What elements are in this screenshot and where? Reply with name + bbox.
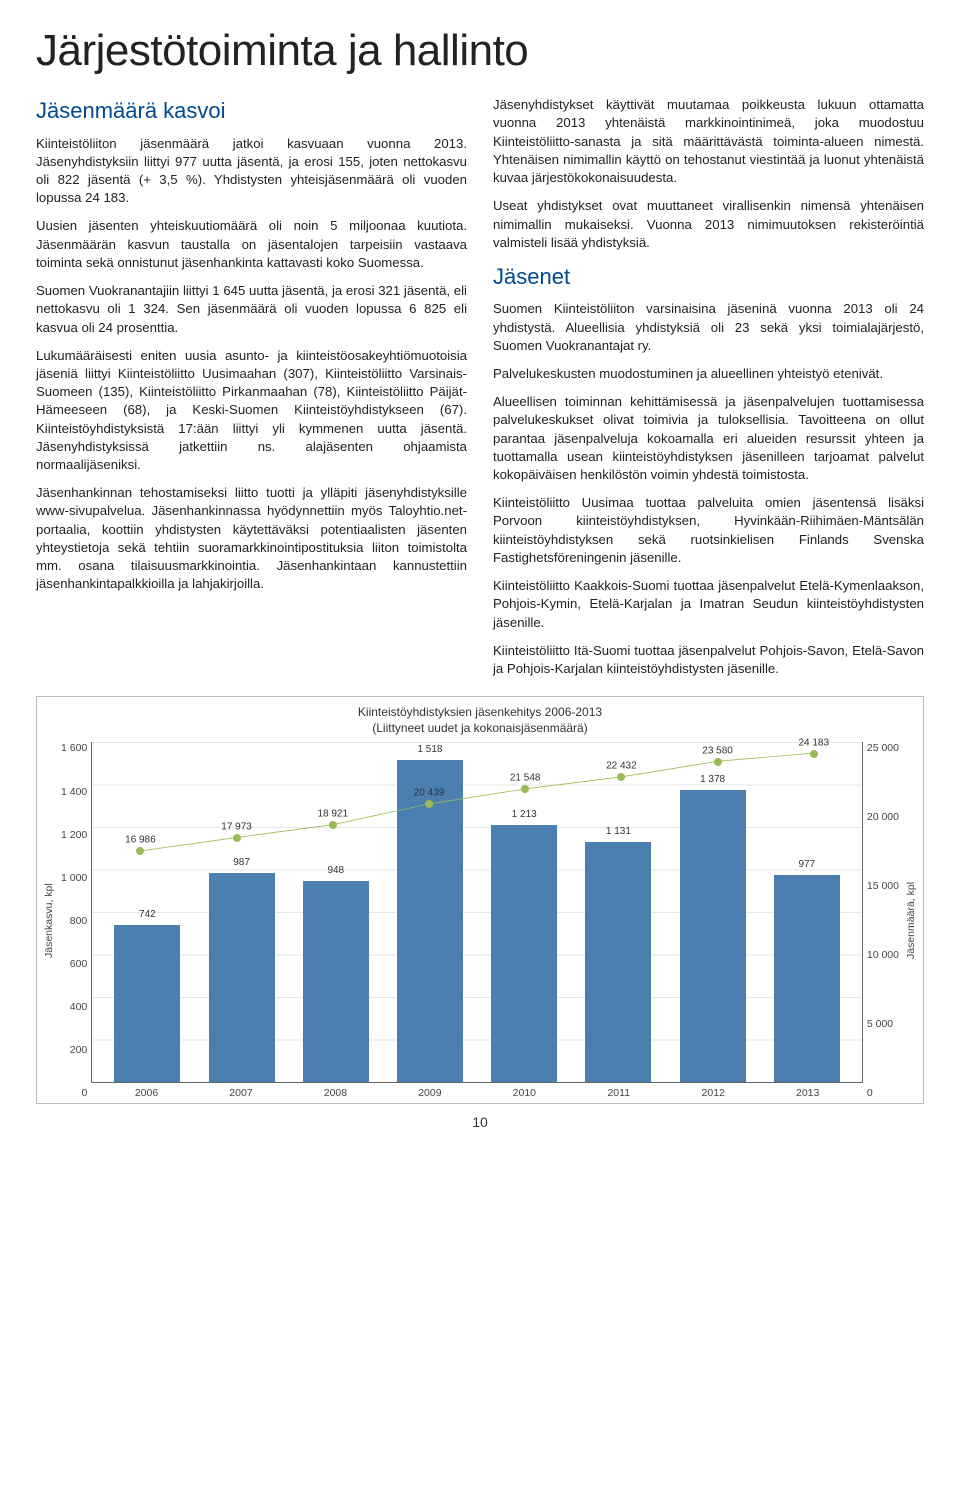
y-axis-right-label: Jäsenmäärä, kpl: [903, 742, 919, 1099]
line-label: 21 548: [510, 773, 541, 784]
right-p3: Suomen Kiinteistöliiton varsinaisina jäs…: [493, 300, 924, 355]
x-tick: 2011: [572, 1087, 666, 1099]
y-left-tick: 1 400: [61, 786, 87, 798]
right-p2: Useat yhdistykset ovat muuttaneet virall…: [493, 197, 924, 252]
line-label: 24 183: [798, 737, 829, 748]
chart: Kiinteistöyhdistyksien jäsenkehitys 2006…: [36, 696, 924, 1104]
right-p7: Kiinteistöliitto Kaakkois-Suomi tuottaa …: [493, 577, 924, 632]
x-tick: 2010: [477, 1087, 571, 1099]
x-tick: 2012: [666, 1087, 760, 1099]
left-p4: Lukumääräisesti eniten uusia asunto- ja …: [36, 347, 467, 475]
y-axis-left: 1 600 1 400 1 200 1 000 800 600 400 200 0: [57, 742, 91, 1099]
heading-jasenmaara: Jäsenmäärä kasvoi: [36, 96, 467, 126]
line-overlay: [92, 742, 862, 1082]
left-p3: Suomen Vuokranantajiin liittyi 1 645 uut…: [36, 282, 467, 337]
line-label: 20 439: [414, 788, 445, 799]
page-number: 10: [36, 1114, 924, 1130]
y-left-tick: 1 200: [61, 829, 87, 841]
y-axis-right: 25 000 20 000 15 000 10 000 5 000 0: [863, 742, 903, 1099]
y-left-tick: 1 000: [61, 872, 87, 884]
y-right-tick: 10 000: [867, 949, 899, 961]
page: Järjestötoiminta ja hallinto Jäsenmäärä …: [0, 0, 960, 1146]
text-columns: Jäsenmäärä kasvoi Kiinteistöliiton jäsen…: [36, 96, 924, 688]
x-tick: 2006: [99, 1087, 193, 1099]
chart-title: Kiinteistöyhdistyksien jäsenkehitys 2006…: [41, 705, 919, 736]
line-point: [329, 821, 337, 829]
line-label: 17 973: [221, 821, 252, 832]
line-label: 23 580: [702, 745, 733, 756]
y-left-tick: 1 600: [61, 742, 87, 754]
right-p1: Jäsenyhdistykset käyttivät muutamaa poik…: [493, 96, 924, 187]
line-label: 18 921: [317, 809, 348, 820]
page-title: Järjestötoiminta ja hallinto: [36, 28, 924, 74]
y-right-tick: 15 000: [867, 880, 899, 892]
chart-area: Jäsenkasvu, kpl 1 600 1 400 1 200 1 000 800 6…: [41, 742, 919, 1099]
left-p1: Kiinteistöliiton jäsenmäärä jatkoi kasvu…: [36, 135, 467, 208]
left-p2: Uusien jäsenten yhteiskuutiomäärä oli no…: [36, 217, 467, 272]
y-left-tick: 600: [70, 958, 88, 970]
line-point: [810, 750, 818, 758]
line-label: 22 432: [606, 761, 637, 772]
right-p5: Alueellisen toiminnan kehittämisessä ja …: [493, 393, 924, 484]
x-tick: 2007: [194, 1087, 288, 1099]
y-left-tick: 400: [70, 1001, 88, 1013]
x-tick: 2008: [288, 1087, 382, 1099]
line-point: [233, 834, 241, 842]
y-right-tick: 5 000: [867, 1018, 893, 1030]
right-p6: Kiinteistöliitto Uusimaa tuottaa palvelu…: [493, 494, 924, 567]
y-right-tick: 25 000: [867, 742, 899, 754]
right-p4: Palvelukeskusten muodostuminen ja alueel…: [493, 365, 924, 383]
x-tick: 2013: [760, 1087, 854, 1099]
x-tick: 2009: [383, 1087, 477, 1099]
y-left-tick: 0: [81, 1087, 87, 1099]
x-axis: 20062007200820092010201120122013: [91, 1083, 863, 1099]
left-column: Jäsenmäärä kasvoi Kiinteistöliiton jäsen…: [36, 96, 467, 688]
y-axis-left-label: Jäsenkasvu, kpl: [41, 742, 57, 1099]
y-right-tick: 20 000: [867, 811, 899, 823]
plot-area: 7429879481 5181 2131 1311 378977 16 9861…: [91, 742, 863, 1083]
chart-title-line2: (Liittyneet uudet ja kokonaisjäsenmäärä): [41, 721, 919, 737]
line-label: 16 986: [125, 835, 156, 846]
right-column: Jäsenyhdistykset käyttivät muutamaa poik…: [493, 96, 924, 688]
right-p8: Kiinteistöliitto Itä-Suomi tuottaa jäsen…: [493, 642, 924, 678]
y-right-tick: 0: [867, 1087, 873, 1099]
y-left-tick: 800: [70, 915, 88, 927]
left-p5: Jäsenhankinnan tehostamiseksi liitto tuo…: [36, 484, 467, 593]
chart-title-line1: Kiinteistöyhdistyksien jäsenkehitys 2006…: [41, 705, 919, 721]
heading-jasenet: Jäsenet: [493, 262, 924, 292]
line-point: [714, 758, 722, 766]
y-left-tick: 200: [70, 1044, 88, 1056]
